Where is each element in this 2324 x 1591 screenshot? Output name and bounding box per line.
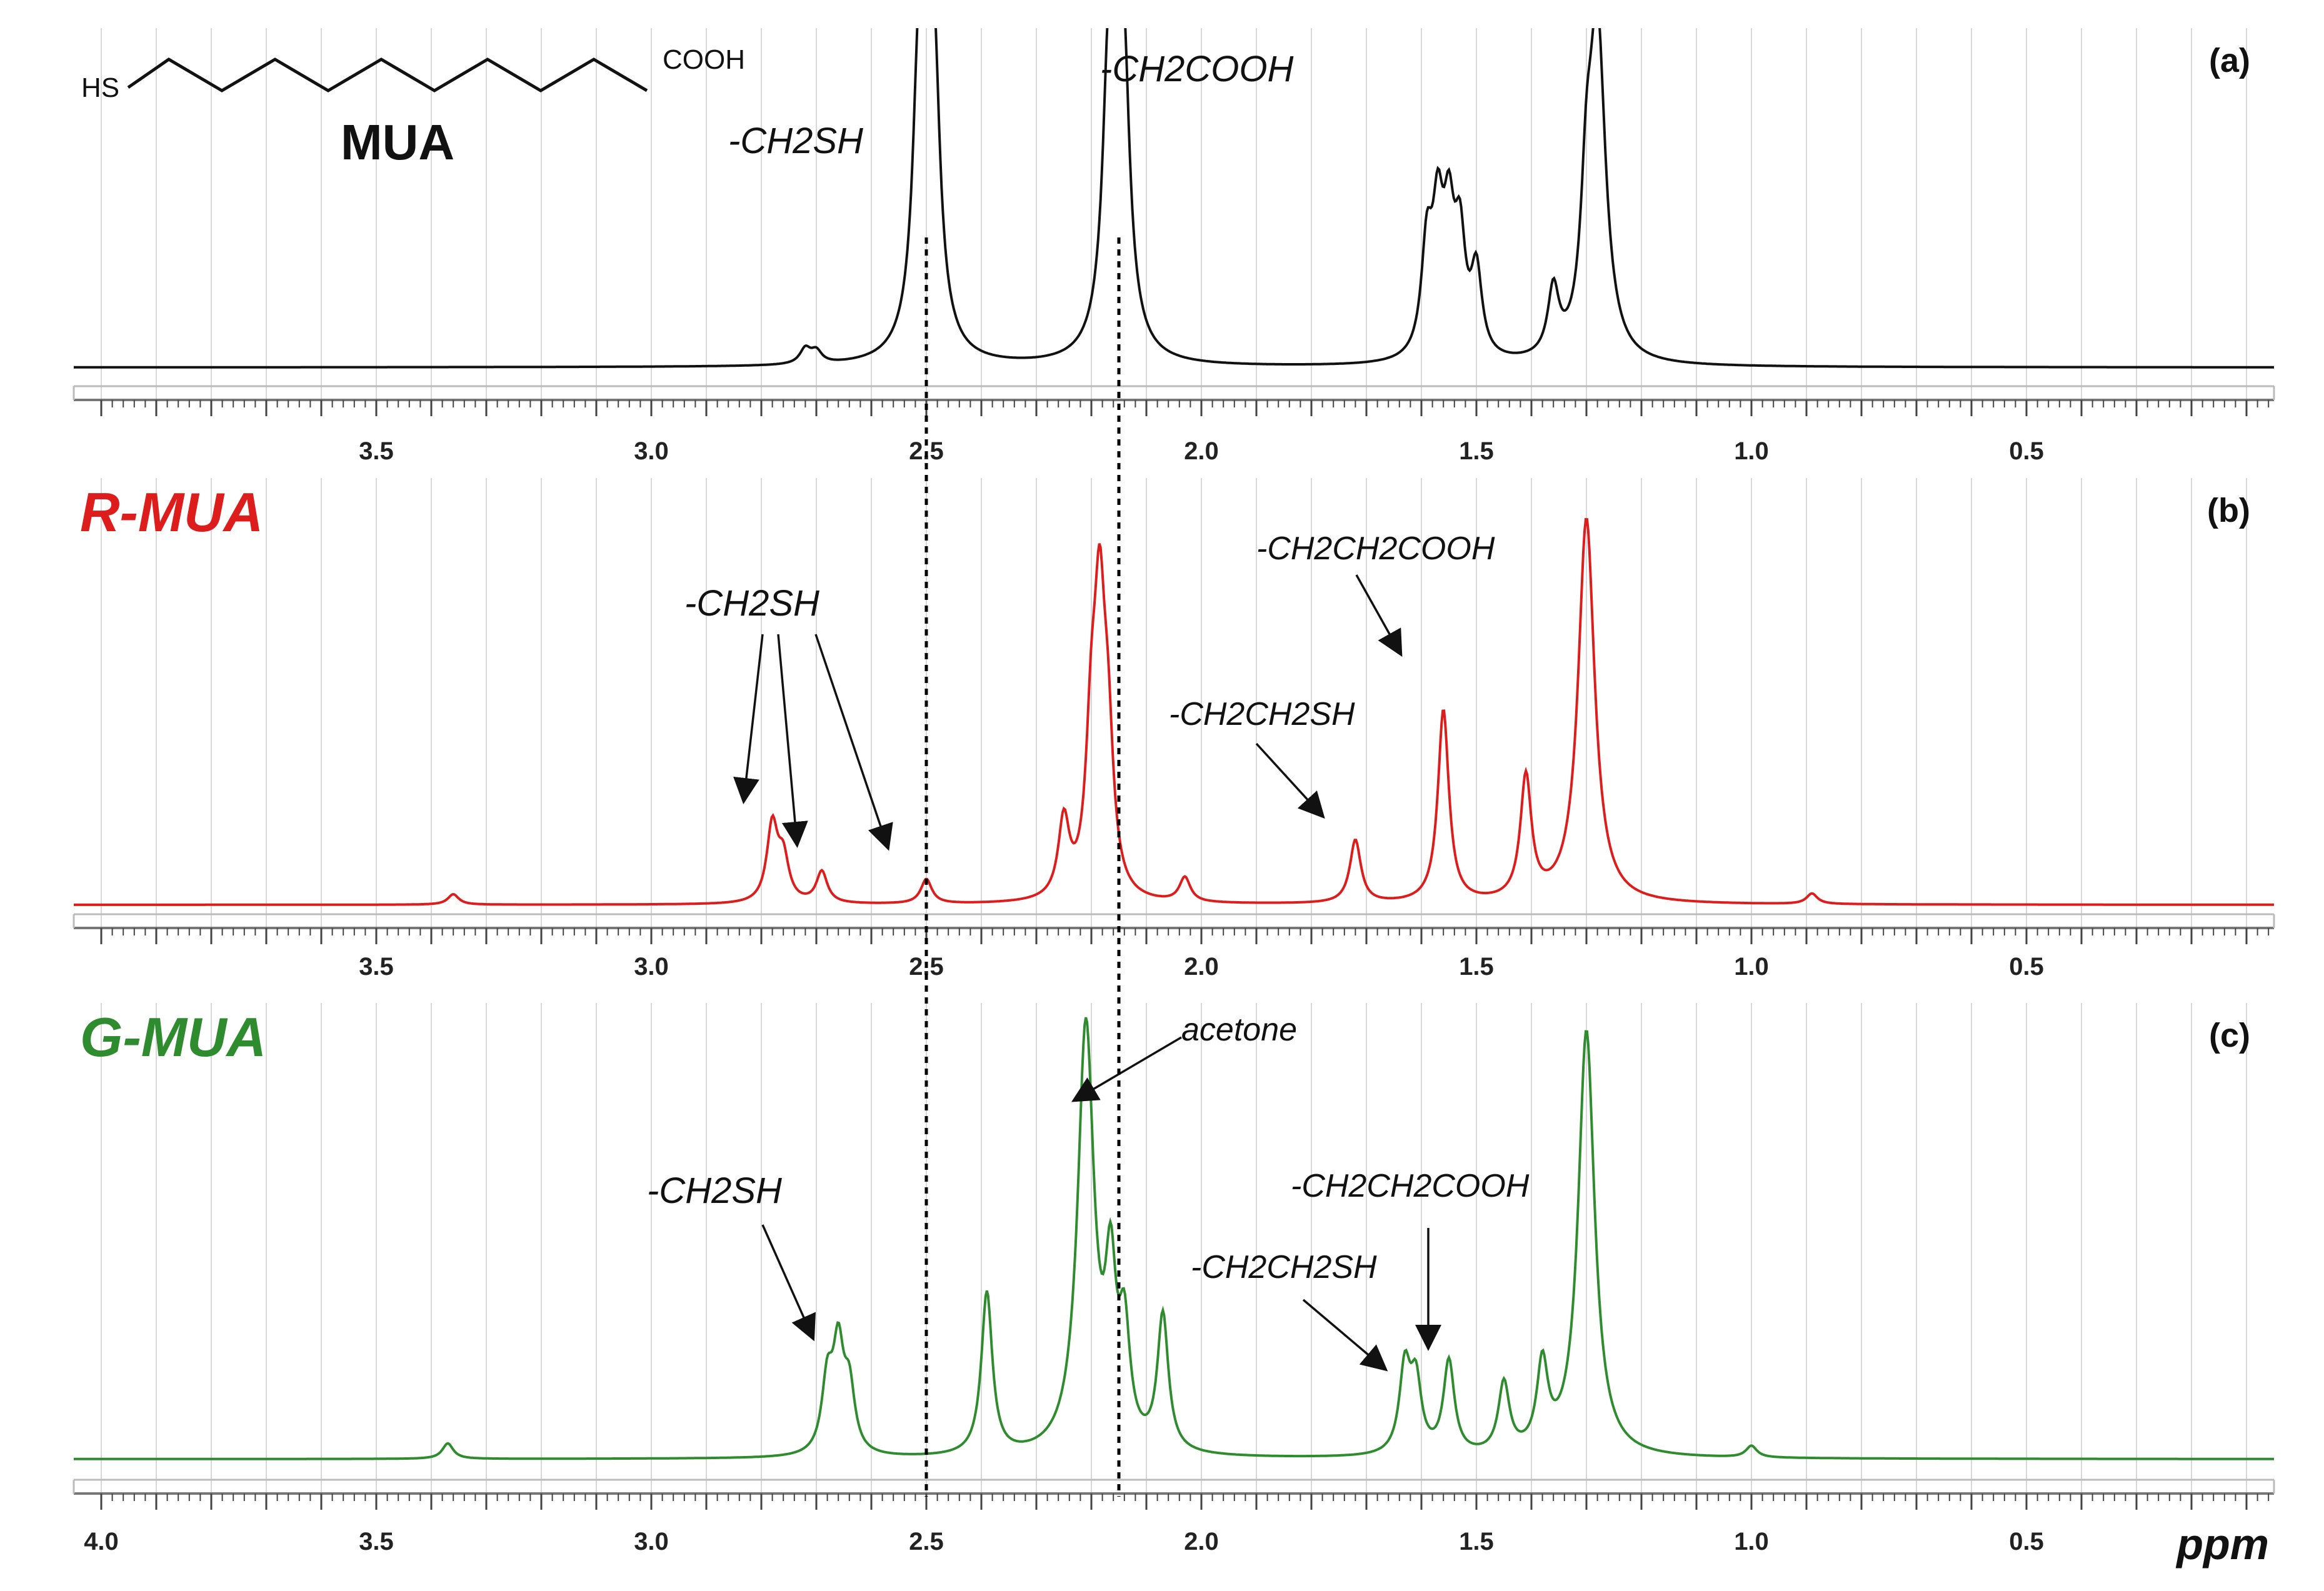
x-tick-label: 1.5 [1459,1528,1494,1555]
x-tick-label: 0.5 [2009,1528,2044,1555]
peak-annotation: -CH2SH [647,1170,782,1211]
x-tick-label: 2.0 [1184,437,1219,465]
peak-annotation: -CH2SH [728,121,863,161]
x-tick-label: 2.5 [909,1528,944,1555]
peak-annotation: -CH2CH2COOH [1256,531,1495,567]
peak-annotation: -CH2COOH [1100,49,1293,89]
panel-tag: (a) [2209,42,2250,79]
mol-left-group: HS [81,72,119,103]
annotation-arrow [1355,574,1403,657]
x-tick-label: 1.0 [1734,953,1769,980]
spectrum-panel-2: 3.5 3.0 2.5 2.0 1.5 1.0 0.5(b)R-MUA-CH2SH-CH2C… [73,478,2275,980]
x-tick-label: 3.5 [359,437,394,465]
sample-name: R-MUA [80,481,263,543]
peak-annotation: acetone [1181,1012,1297,1048]
spectrum-trace [74,517,2274,906]
x-tick-label: 3.0 [634,437,669,465]
x-tick-label: 1.0 [1734,1528,1769,1555]
mua-structure: HS COOH MUA [81,44,745,170]
x-tick-label: 0.5 [2009,953,2044,980]
spectrum-panel-3: 4.0 3.5 3.0 2.5 2.0 1.5 1.0 0.5 (c) G-MUA acetone -… [73,1003,2275,1569]
spectrum-trace [74,1017,2274,1460]
sample-name: G-MUA [80,1006,266,1068]
peak-annotation: -CH2CH2SH [1169,696,1355,732]
x-tick-label: 1.0 [1734,437,1769,465]
x-tick-label: 3.0 [634,953,669,980]
x-tick-label: 4.0 [84,1528,119,1555]
x-tick-label: 0.5 [2009,437,2044,465]
annotation-arrow [814,634,893,851]
annotation-arrow [777,634,808,848]
panel-tag: (c) [2209,1017,2250,1054]
x-tick-label: 2.0 [1184,953,1219,980]
x-tick-label: 1.5 [1459,953,1494,980]
annotation-arrow [1255,742,1325,819]
peak-annotation: -CH2CH2COOH [1291,1168,1530,1204]
x-tick-label: 3.0 [634,1528,669,1555]
peak-annotation: -CH2CH2SH [1191,1249,1377,1285]
x-tick-label: 3.5 [359,953,394,980]
annotation-arrow [761,1224,816,1342]
annotation-arrow [733,634,764,804]
mol-right-group: COOH [663,44,745,75]
peak-annotation: -CH2SH [684,583,819,624]
x-tick-label: 1.5 [1459,437,1494,465]
x-axis-label: ppm [2175,1520,2269,1569]
x-tick-label: 2.0 [1184,1528,1219,1555]
spectrum-trace [74,28,2274,369]
x-tick-label: 3.5 [359,1528,394,1555]
alkyl-chain [127,57,648,92]
panel-tag: (b) [2207,492,2250,529]
annotation-arrow [1302,1299,1388,1372]
annotation-arrow [1071,1036,1182,1102]
molecule-name: MUA [341,114,454,170]
